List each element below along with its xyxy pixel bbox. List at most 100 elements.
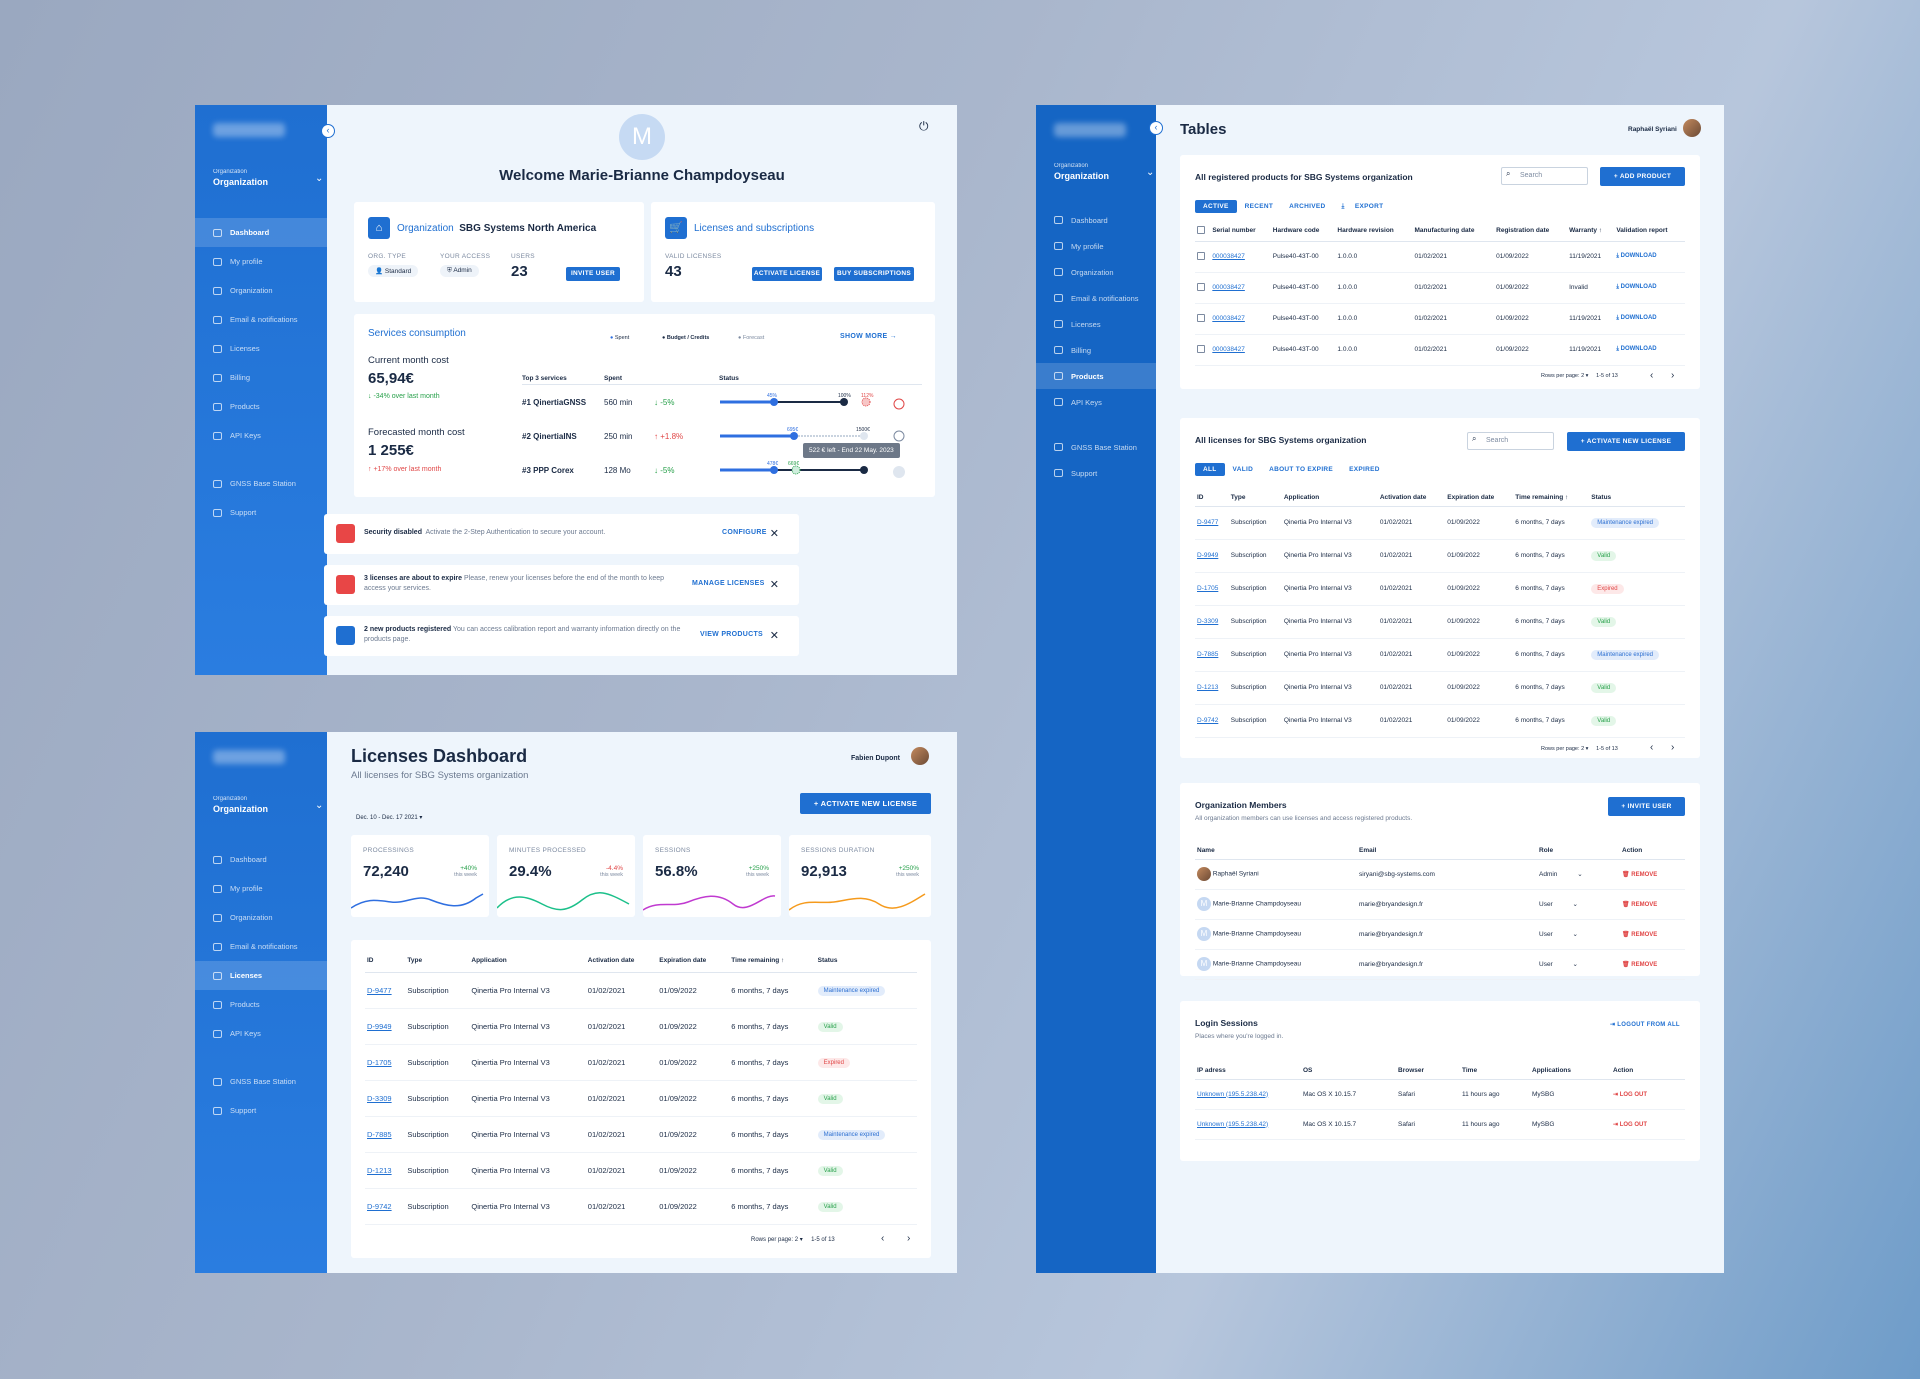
select-all[interactable] — [1195, 221, 1211, 242]
license-id-link[interactable]: D-1213 — [1195, 671, 1229, 705]
col-type[interactable]: Type — [405, 950, 470, 973]
sidebar-item-organization[interactable]: Organization — [195, 903, 327, 932]
table-row[interactable]: 000038427 Pulse40-43T-00 1.0.0.0 01/02/2021… — [1195, 241, 1685, 273]
license-id-link[interactable]: D-3309 — [365, 1080, 406, 1117]
collapse-sidebar-button[interactable]: ‹ — [321, 124, 335, 138]
remove-button[interactable]: 🗑 REMOVE — [1620, 859, 1685, 890]
license-id-link[interactable]: D-9949 — [1195, 539, 1229, 573]
sidebar-item-api[interactable]: API Keys — [1036, 389, 1156, 415]
license-id-link[interactable]: D-9742 — [1195, 704, 1229, 738]
logout-button[interactable]: ⇥ LOG OUT — [1611, 1079, 1685, 1110]
col-hwrev[interactable]: Hardware revision — [1335, 221, 1413, 242]
sidebar-item-dashboard[interactable]: Dashboard — [1036, 207, 1156, 233]
download-button[interactable]: ⤓ DOWNLOAD — [1614, 334, 1685, 366]
table-row[interactable]: D-1213 Subscription Qinertia Pro Internal … — [1195, 671, 1685, 705]
table-row[interactable]: D-1705 Subscription Qinertia Pro Internal … — [1195, 572, 1685, 606]
table-row[interactable]: D-3309 Subscription Qinertia Pro Internal … — [1195, 605, 1685, 639]
tab-all[interactable]: ALL — [1195, 463, 1225, 476]
sidebar-item-email[interactable]: Email & notifications — [1036, 285, 1156, 311]
close-icon[interactable]: ✕ — [769, 630, 779, 642]
next-page-icon[interactable]: › — [907, 1233, 911, 1244]
col-status[interactable]: Status — [815, 950, 917, 973]
tab-about-to-expire[interactable]: ABOUT TO EXPIRE — [1269, 466, 1334, 473]
remove-button[interactable]: 🗑 REMOVE — [1620, 949, 1685, 980]
avatar[interactable] — [911, 747, 929, 765]
col-report[interactable]: Validation report — [1614, 221, 1685, 242]
serial-link[interactable]: 000038427 — [1210, 272, 1271, 304]
prev-page-icon[interactable]: ‹ — [881, 1233, 885, 1244]
manage-licenses-link[interactable]: MANAGE LICENSES — [692, 580, 765, 587]
sidebar-item-licenses[interactable]: Licenses — [195, 961, 327, 990]
sidebar-item-products[interactable]: Products — [1036, 363, 1156, 389]
license-id-link[interactable]: D-9742 — [365, 1188, 406, 1225]
table-row[interactable]: D-9742 Subscription Qinertia Pro Internal … — [365, 1188, 917, 1225]
next-page-icon[interactable]: › — [1671, 370, 1675, 381]
col-expiration[interactable]: Expiration date — [657, 950, 730, 973]
col-id[interactable]: ID — [365, 950, 406, 973]
sidebar-item-products[interactable]: Products — [195, 990, 327, 1019]
col-activation[interactable]: Activation date — [1377, 490, 1446, 507]
sidebar-item-gnss[interactable]: GNSS Base Station — [1036, 434, 1156, 460]
org-selector[interactable]: Organization Organization ⌄ — [213, 169, 323, 187]
products-search-input[interactable]: Search — [1501, 167, 1588, 185]
power-icon[interactable]: ⏻ — [919, 119, 929, 133]
col-hwcode[interactable]: Hardware code — [1270, 221, 1336, 242]
remove-button[interactable]: 🗑 REMOVE — [1620, 919, 1685, 950]
col-reg[interactable]: Registration date — [1494, 221, 1568, 242]
license-id-link[interactable]: D-1705 — [365, 1044, 406, 1081]
serial-link[interactable]: 000038427 — [1210, 334, 1271, 366]
sidebar-item-profile[interactable]: My profile — [1036, 233, 1156, 259]
license-id-link[interactable]: D-9477 — [1195, 506, 1229, 540]
download-button[interactable]: ⤓ DOWNLOAD — [1614, 303, 1685, 335]
role-select[interactable]: User ⌄ — [1537, 919, 1620, 950]
row-checkbox[interactable] — [1195, 241, 1211, 273]
col-id[interactable]: ID — [1195, 490, 1229, 507]
collapse-sidebar-button[interactable]: ‹ — [1149, 121, 1163, 135]
licenses-search-input[interactable]: Search — [1467, 432, 1554, 450]
col-mfg[interactable]: Manufacturing date — [1412, 221, 1495, 242]
activate-new-license-button[interactable]: + ACTIVATE NEW LICENSE — [800, 793, 931, 814]
download-button[interactable]: ⤓ DOWNLOAD — [1614, 241, 1685, 273]
show-more-link[interactable]: SHOW MORE → — [840, 333, 897, 340]
tab-recent[interactable]: RECENT — [1244, 203, 1274, 210]
table-row[interactable]: D-9477 Subscription Qinertia Pro Internal … — [1195, 506, 1685, 540]
remove-button[interactable]: 🗑 REMOVE — [1620, 889, 1685, 920]
col-warranty[interactable]: Warranty ↑ — [1567, 221, 1615, 242]
sidebar-item-organization[interactable]: Organization — [1036, 259, 1156, 285]
col-activation[interactable]: Activation date — [585, 950, 658, 973]
license-id-link[interactable]: D-7885 — [365, 1116, 406, 1153]
col-expiration[interactable]: Expiration date — [1445, 490, 1514, 507]
view-products-link[interactable]: VIEW PRODUCTS — [700, 631, 764, 638]
row-checkbox[interactable] — [1195, 334, 1211, 366]
role-select[interactable]: Admin ⌄ — [1537, 859, 1620, 890]
license-id-link[interactable]: D-3309 — [1195, 605, 1229, 639]
avatar[interactable] — [1683, 119, 1701, 137]
table-row[interactable]: Raphaël Syriani siryani@sbg-systems.com Ad… — [1195, 859, 1685, 890]
serial-link[interactable]: 000038427 — [1210, 303, 1271, 335]
tab-active[interactable]: ACTIVE — [1195, 200, 1237, 213]
tab-valid[interactable]: VALID — [1232, 466, 1254, 473]
col-serial[interactable]: Serial number — [1210, 221, 1271, 242]
col-type[interactable]: Type — [1228, 490, 1282, 507]
sidebar-item-api[interactable]: API Keys — [195, 421, 327, 450]
ip-link[interactable]: Unknown (195.5.238.42) — [1195, 1109, 1301, 1140]
license-id-link[interactable]: D-9949 — [365, 1008, 406, 1045]
row-checkbox[interactable] — [1195, 303, 1211, 335]
activate-license-button[interactable]: ACTIVATE LICENSE — [752, 267, 822, 281]
buy-subscriptions-button[interactable]: BUY SUBSCRIPTIONS — [834, 267, 914, 281]
table-row[interactable]: D-9742 Subscription Qinertia Pro Internal … — [1195, 704, 1685, 738]
table-row[interactable]: D-9949 Subscription Qinertia Pro Internal … — [1195, 539, 1685, 573]
table-row[interactable]: D-7885 Subscription Qinertia Pro Internal … — [365, 1116, 917, 1153]
table-row[interactable]: D-1213 Subscription Qinertia Pro Internal … — [365, 1152, 917, 1189]
tab-archived[interactable]: ARCHIVED — [1289, 203, 1326, 210]
sidebar-item-email[interactable]: Email & notifications — [195, 305, 327, 334]
sidebar-item-licenses[interactable]: Licenses — [195, 334, 327, 363]
table-row[interactable]: D-9949 Subscription Qinertia Pro Internal … — [365, 1008, 917, 1045]
table-row[interactable]: D-7885 Subscription Qinertia Pro Internal … — [1195, 638, 1685, 672]
sidebar-item-billing[interactable]: Billing — [195, 363, 327, 392]
date-range-select[interactable]: Dec. 10 - Dec. 17 2021 ▾ — [356, 815, 423, 821]
invite-user-button[interactable]: + INVITE USER — [1608, 797, 1685, 816]
sidebar-item-gnss[interactable]: GNSS Base Station — [195, 1067, 327, 1096]
col-time[interactable]: Time remaining ↑ — [1513, 490, 1590, 507]
table-row[interactable]: D-3309 Subscription Qinertia Pro Internal … — [365, 1080, 917, 1117]
